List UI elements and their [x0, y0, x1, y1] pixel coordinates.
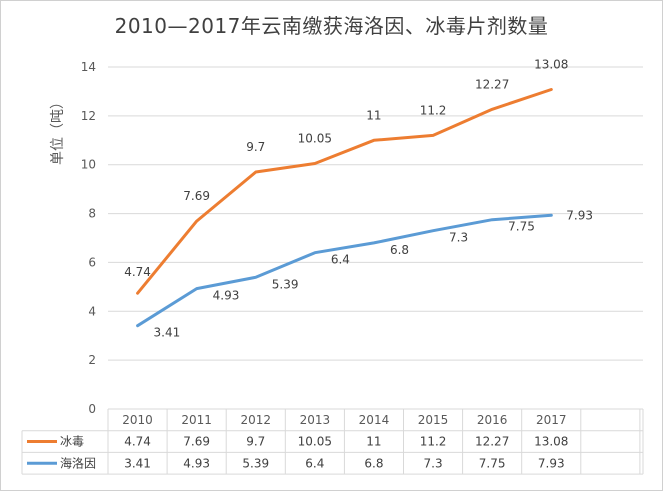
- y-tick-label: 14: [81, 60, 96, 74]
- data-label: 10.05: [298, 131, 332, 145]
- table-cell: 4.74: [124, 435, 151, 449]
- table-cell: 4.93: [183, 456, 210, 470]
- y-tick-label: 12: [81, 109, 96, 123]
- legend-label: 冰毒: [60, 435, 84, 449]
- table-cell: 7.69: [183, 435, 210, 449]
- table-cell: 9.7: [246, 435, 265, 449]
- table-cell: 5.39: [242, 456, 269, 470]
- table-cell: 7.3: [424, 456, 443, 470]
- data-label: 11.2: [420, 103, 447, 117]
- gridlines: [108, 66, 643, 410]
- x-tick-label: 2013: [300, 413, 331, 427]
- table-cell: 10.05: [298, 435, 332, 449]
- x-tick-label: 2016: [477, 413, 508, 427]
- data-label: 9.7: [246, 140, 265, 154]
- y-tick-label: 10: [81, 158, 96, 172]
- series-lines: [136, 88, 553, 328]
- x-tick-label: 2010: [122, 413, 153, 427]
- table-cell: 6.8: [364, 456, 383, 470]
- data-label: 12.27: [475, 77, 509, 91]
- chart-title: 2010—2017年云南缴获海洛因、冰毒片剂数量: [114, 14, 549, 38]
- legend-label: 海洛因: [60, 455, 96, 470]
- table-cell: 11: [366, 435, 381, 449]
- table-cell: 11.2: [420, 435, 447, 449]
- data-labels: 4.74 7.69 9.7 10.05 11 11.2 12.27 13.08 3.41 4.93…: [124, 57, 593, 339]
- data-label: 6.4: [331, 253, 350, 267]
- x-tick-label: 2011: [181, 413, 212, 427]
- table-cell: 7.75: [479, 456, 506, 470]
- y-axis-label: 单位（吨）: [50, 95, 66, 165]
- x-tick-label: 2012: [240, 413, 271, 427]
- y-axis-ticks: 0 2 4 6 8 10 12 14: [81, 60, 96, 416]
- data-label: 7.3: [449, 231, 468, 245]
- data-label: 6.8: [390, 243, 409, 257]
- table-cell: 12.27: [475, 435, 509, 449]
- data-label: 7.75: [508, 220, 535, 234]
- y-tick-label: 6: [88, 255, 96, 269]
- data-label: 4.93: [213, 289, 240, 303]
- x-tick-label: 2014: [359, 413, 390, 427]
- series-line: [136, 213, 553, 328]
- table-cell: 13.08: [534, 435, 568, 449]
- table-cell: 3.41: [124, 456, 151, 470]
- series-line: [136, 88, 553, 295]
- y-tick-label: 0: [88, 402, 96, 416]
- data-label: 4.74: [124, 265, 151, 279]
- data-label: 11: [366, 108, 381, 122]
- data-label: 5.39: [272, 277, 299, 291]
- table-cell: 6.4: [305, 456, 324, 470]
- table-cell: 7.93: [538, 456, 565, 470]
- x-tick-label: 2015: [418, 413, 449, 427]
- data-label: 13.08: [534, 57, 568, 71]
- y-tick-label: 2: [88, 353, 96, 367]
- data-label: 3.41: [154, 326, 181, 340]
- data-label: 7.69: [183, 189, 210, 203]
- y-tick-label: 8: [88, 207, 96, 221]
- x-tick-label: 2017: [536, 413, 567, 427]
- data-table: 2010 2011 2012 2013 2014 2015 2016 2017 冰毒 4.74 7.…: [21, 409, 644, 475]
- data-label: 7.93: [566, 208, 593, 222]
- y-tick-label: 4: [88, 304, 96, 318]
